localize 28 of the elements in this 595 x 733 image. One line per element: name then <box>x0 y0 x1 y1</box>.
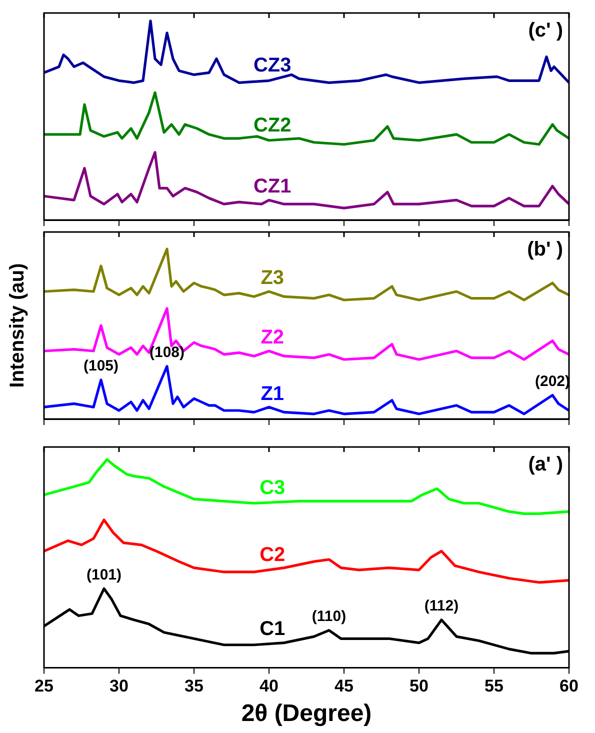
series-label: C1 <box>260 618 286 640</box>
x-tick-label: 25 <box>34 676 54 696</box>
x-tick-label: 50 <box>410 676 428 696</box>
annotation: (101) <box>86 566 122 584</box>
y-axis-title: Intensity (au) <box>6 263 29 388</box>
x-tick-label: 40 <box>260 676 278 696</box>
series-label: C3 <box>260 476 286 499</box>
annotation: (108) <box>149 344 185 361</box>
x-tick-label: 45 <box>334 676 354 696</box>
x-tick-label: 30 <box>110 676 128 696</box>
annotation: (112) <box>424 598 459 615</box>
annotation: (b' ) <box>527 238 563 261</box>
x-tick-label: 55 <box>484 676 504 696</box>
x-tick-label: 35 <box>184 676 204 696</box>
series-label: CZ3 <box>253 54 292 76</box>
series-label: Z2 <box>260 326 284 349</box>
annotation: (202) <box>534 372 570 390</box>
annotation: (110) <box>312 608 346 625</box>
series-label: C2 <box>260 544 286 566</box>
annotation: (c' ) <box>528 20 563 42</box>
x-axis-title: 2θ (Degree) <box>241 700 372 728</box>
annotation: (105) <box>83 358 119 375</box>
series-label: Z1 <box>260 382 284 405</box>
annotation: (a' ) <box>528 454 563 476</box>
series-label: CZ2 <box>253 114 292 137</box>
x-tick-label: 60 <box>560 676 578 696</box>
series-label: Z3 <box>260 267 284 290</box>
series-label: CZ1 <box>253 176 292 198</box>
